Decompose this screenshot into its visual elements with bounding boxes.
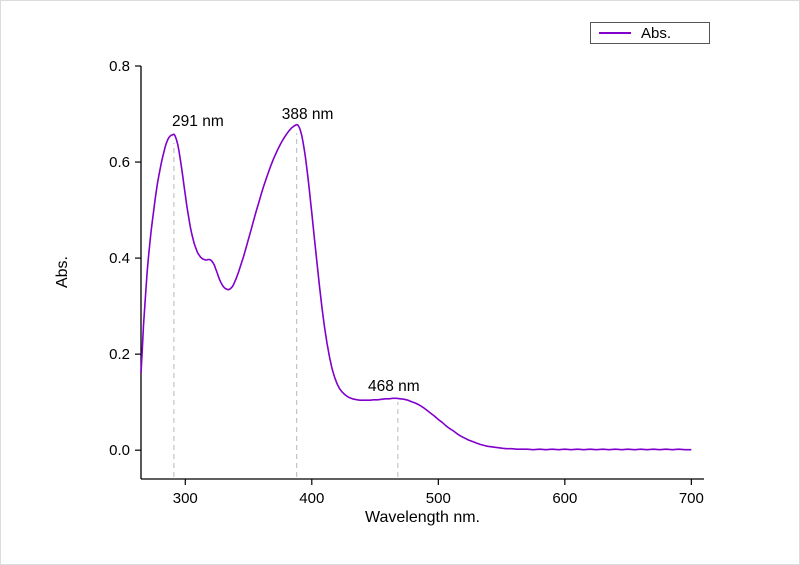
legend-label: Abs. <box>641 24 672 42</box>
x-tick-label: 400 <box>299 490 324 507</box>
peak-label: 291 nm <box>172 113 224 130</box>
y-tick-label: 0.2 <box>109 346 130 363</box>
legend: Abs. <box>590 22 710 44</box>
legend-line-sample <box>599 32 631 34</box>
y-tick-label: 0.0 <box>109 442 130 459</box>
y-tick-label: 0.4 <box>109 250 130 267</box>
y-tick-label: 0.6 <box>109 154 130 171</box>
x-tick-label: 500 <box>426 490 451 507</box>
x-tick-label: 600 <box>552 490 577 507</box>
y-tick-label: 0.8 <box>109 58 130 75</box>
x-tick-label: 300 <box>173 490 198 507</box>
peak-label: 388 nm <box>282 106 334 123</box>
y-axis-title: Abs. <box>54 255 71 289</box>
peak-label: 468 nm <box>368 378 420 395</box>
series-line <box>140 123 692 451</box>
x-tick-label: 700 <box>679 490 704 507</box>
x-axis-title: Wavelength nm. <box>364 509 480 526</box>
